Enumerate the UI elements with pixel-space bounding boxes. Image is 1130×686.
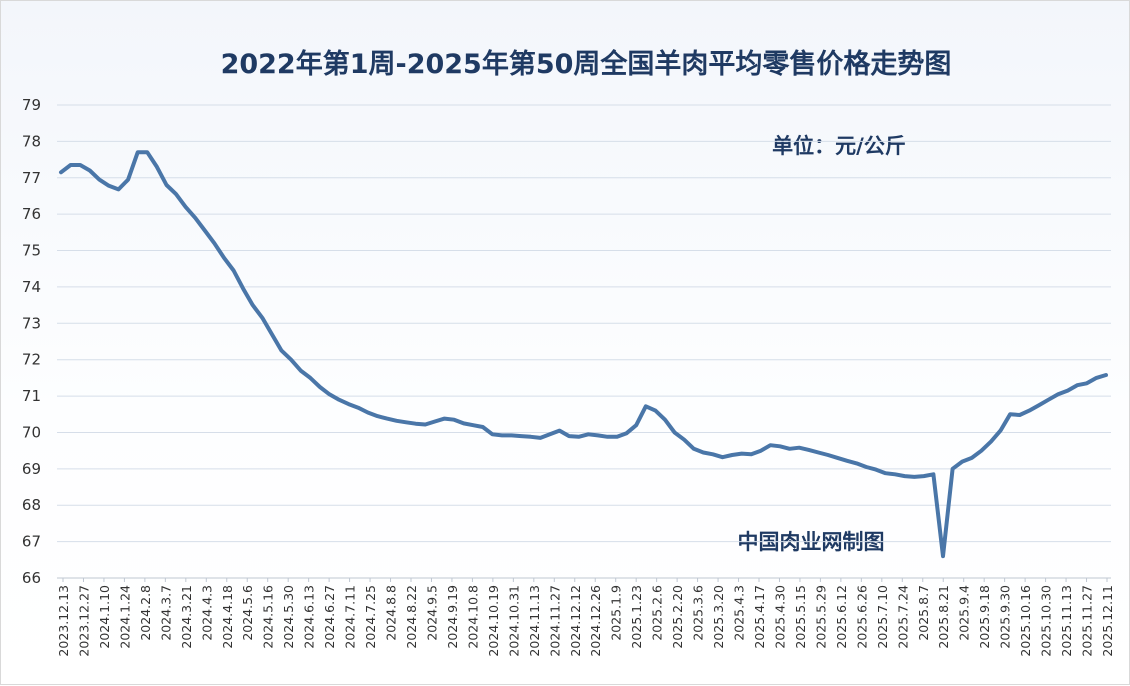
y-tick-label: 68	[22, 496, 41, 514]
y-axis-ticks: 66 67 68 69 70 71 72 73 74 75 76 77 78 79	[22, 96, 41, 587]
x-axis-ticks: 2023.12.13 2023.12.27 2024.1.10 2024.1.24 20…	[56, 578, 1115, 657]
x-tick-label: 2024.10.19	[486, 585, 501, 657]
y-tick-label: 77	[22, 169, 41, 187]
x-tick-label: 2025.11.27	[1080, 585, 1095, 657]
y-tick-label: 71	[22, 387, 41, 405]
x-tick-label: 2024.5.16	[261, 585, 276, 649]
x-tick-label: 2025.9.18	[977, 585, 992, 649]
y-tick-label: 78	[22, 132, 41, 150]
y-tick-label: 70	[22, 423, 41, 441]
x-tick-label: 2024.12.12	[568, 585, 583, 657]
y-tick-label: 69	[22, 460, 41, 478]
x-tick-label: 2024.8.22	[404, 585, 419, 649]
x-tick-label: 2024.6.13	[302, 585, 317, 649]
y-tick-label: 66	[22, 569, 41, 587]
y-tick-label: 75	[22, 242, 41, 260]
x-tick-label: 2024.1.10	[97, 585, 112, 649]
y-tick-label: 74	[22, 278, 41, 296]
x-tick-label: 2025.4.30	[772, 585, 787, 649]
grid-lines	[57, 104, 1111, 579]
x-tick-label: 2024.2.8	[138, 585, 153, 641]
x-tick-label: 2024.3.21	[179, 585, 194, 649]
x-tick-label: 2024.9.19	[445, 585, 460, 649]
series-layer	[59, 150, 1108, 559]
x-tick-label: 2024.4.3	[199, 585, 214, 641]
x-tick-label: 2025.6.26	[854, 585, 869, 649]
x-tick-label: 2024.4.18	[220, 585, 235, 649]
series-line	[59, 150, 1108, 559]
x-tick-label: 2025.5.15	[793, 585, 808, 649]
x-tick-label: 2024.11.13	[527, 585, 542, 657]
x-tick-label: 2024.5.30	[281, 585, 296, 649]
x-tick-label: 2025.3.6	[691, 585, 706, 641]
x-tick-label: 2024.1.24	[117, 585, 132, 649]
x-tick-label: 2024.11.27	[547, 585, 562, 657]
x-tick-label: 2024.7.25	[363, 585, 378, 649]
x-tick-label: 2024.10.31	[506, 585, 521, 657]
x-tick-label: 2025.4.17	[752, 585, 767, 649]
x-tick-label: 2023.12.13	[56, 585, 71, 657]
x-tick-label: 2024.7.11	[343, 585, 358, 649]
x-tick-label: 2025.6.12	[834, 585, 849, 649]
x-tick-label: 2025.2.20	[670, 585, 685, 649]
y-tick-label: 67	[22, 533, 41, 551]
chart-title: 2022年第1周-2025年第50周全国羊肉平均零售价格走势图	[221, 48, 952, 80]
x-tick-label: 2025.4.3	[732, 585, 747, 641]
x-tick-label: 2025.10.16	[1018, 585, 1033, 657]
x-tick-label: 2025.2.6	[650, 585, 665, 641]
x-tick-label: 2024.5.6	[240, 585, 255, 641]
y-tick-label: 73	[22, 314, 41, 332]
x-tick-label: 2025.9.4	[957, 585, 972, 641]
y-tick-label: 76	[22, 205, 41, 223]
x-tick-label: 2024.10.8	[465, 585, 480, 649]
unit-label: 单位：元/公斤	[772, 134, 906, 158]
x-tick-label: 2024.8.8	[384, 585, 399, 641]
x-tick-label: 2024.6.27	[322, 585, 337, 649]
x-tick-label: 2025.7.24	[895, 585, 910, 649]
x-tick-label: 2024.3.7	[158, 585, 173, 641]
x-tick-label: 2025.10.30	[1039, 585, 1054, 657]
x-tick-label: 2025.1.23	[629, 585, 644, 649]
x-tick-label: 2025.5.29	[813, 585, 828, 649]
y-tick-label: 79	[22, 96, 41, 114]
x-tick-label: 2025.3.20	[711, 585, 726, 649]
x-tick-label: 2025.1.9	[609, 585, 624, 641]
x-tick-label: 2025.7.10	[875, 585, 890, 649]
x-tick-label: 2025.11.13	[1059, 585, 1074, 657]
x-tick-label: 2023.12.27	[76, 585, 91, 657]
x-tick-label: 2025.8.7	[916, 585, 931, 641]
x-tick-label: 2025.12.11	[1100, 585, 1115, 657]
y-tick-label: 72	[22, 351, 41, 369]
x-tick-label: 2025.8.21	[936, 585, 951, 649]
x-tick-label: 2024.9.5	[424, 585, 439, 641]
x-tick-label: 2024.12.26	[588, 585, 603, 657]
x-tick-label: 2025.9.30	[998, 585, 1013, 649]
